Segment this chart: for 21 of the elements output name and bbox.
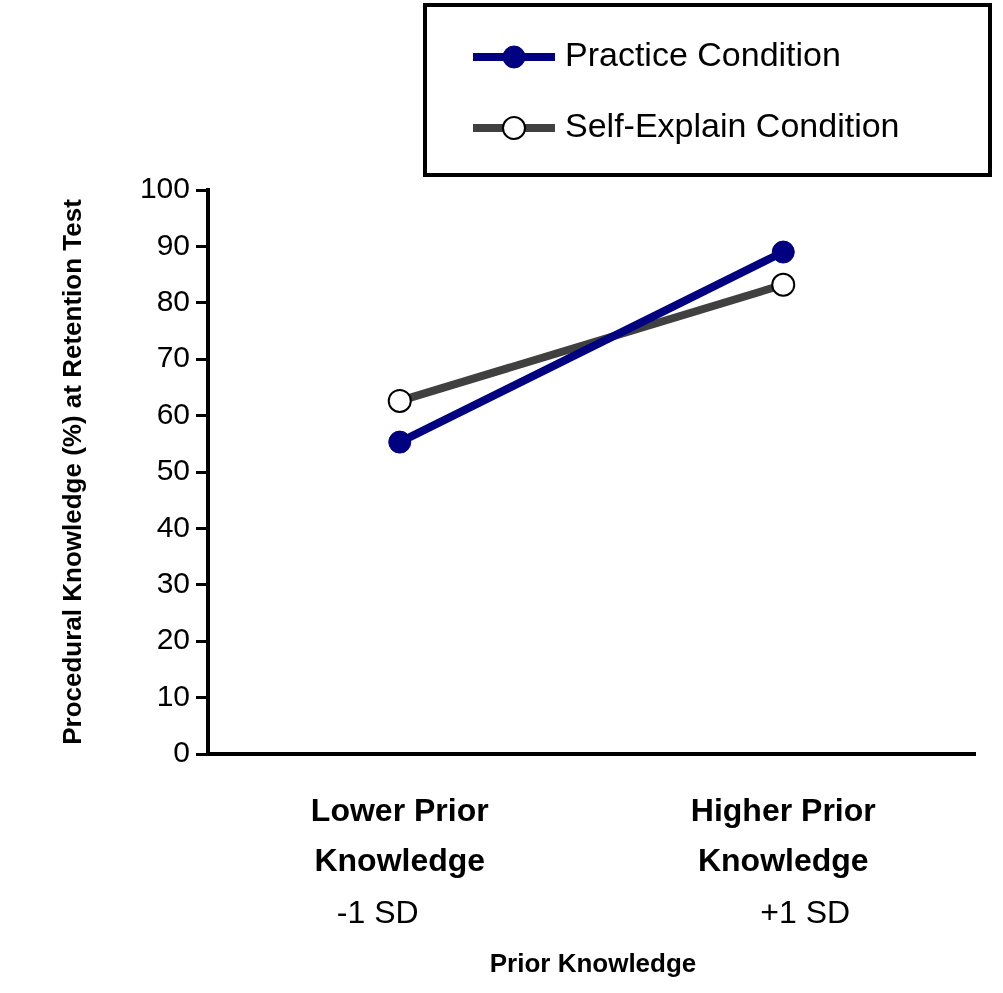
x-tick-label: Lower Prior Knowledge -1 SD xyxy=(310,791,489,930)
x-tick-label: Higher Prior Knowledge +1 SD xyxy=(690,791,876,930)
y-tick-label: 30 xyxy=(156,566,190,600)
point xyxy=(387,388,412,413)
y-tick-label: 50 xyxy=(156,453,190,487)
y-tick-label: 80 xyxy=(156,284,190,318)
y-tick-label: 70 xyxy=(156,340,190,374)
legend-label: Practice Condition xyxy=(565,35,841,74)
y-tick-label: 60 xyxy=(156,396,190,430)
point xyxy=(771,272,796,297)
point xyxy=(771,240,795,264)
y-tick-label: 100 xyxy=(139,171,190,205)
y-tick-label: 90 xyxy=(156,227,190,261)
y-tick-label: 40 xyxy=(156,509,190,543)
y-tick-label: 10 xyxy=(156,678,190,712)
point xyxy=(388,430,412,454)
y-tick-label: 0 xyxy=(173,735,190,769)
y-axis-title: Procedural Knowledge (%) at Retention Test xyxy=(57,198,88,745)
y-tick-label: 20 xyxy=(156,622,190,656)
x-axis-title: Prior Knowledge xyxy=(489,948,697,979)
legend-label: Self-Explain Condition xyxy=(565,106,900,145)
